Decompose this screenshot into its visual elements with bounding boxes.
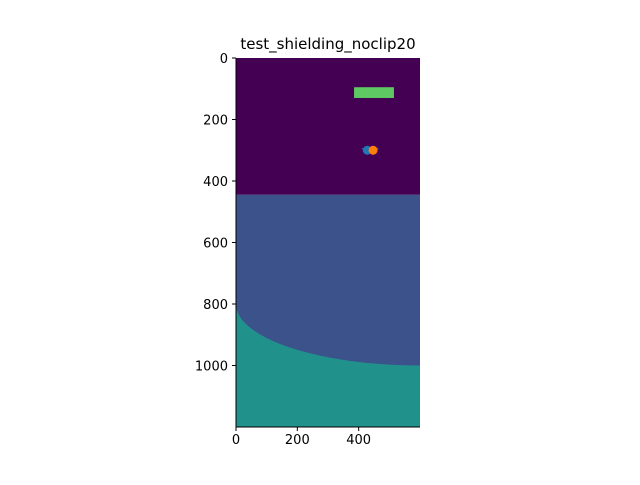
x-tick-label: 0 (232, 433, 240, 448)
axes: 0 200 400 0 200 400 600 800 1000 (195, 52, 420, 448)
y-tick-label: 0 (220, 52, 228, 67)
plot-area (236, 58, 420, 427)
data-point-1 (368, 145, 378, 155)
region-middle (236, 194, 420, 366)
y-tick-label: 600 (203, 237, 228, 252)
region-bottom-strip (236, 365, 420, 427)
chart-title: test_shielding_noclip20 (240, 35, 415, 54)
y-tick-label: 200 (203, 114, 228, 129)
y-tick-label: 1000 (195, 360, 228, 375)
y-tick-label: 800 (203, 298, 228, 313)
y-tick-label: 400 (203, 175, 228, 190)
x-tick-label: 200 (285, 433, 310, 448)
x-tick-label: 400 (346, 433, 371, 448)
green-rectangle (354, 87, 394, 98)
region-top (236, 58, 420, 195)
